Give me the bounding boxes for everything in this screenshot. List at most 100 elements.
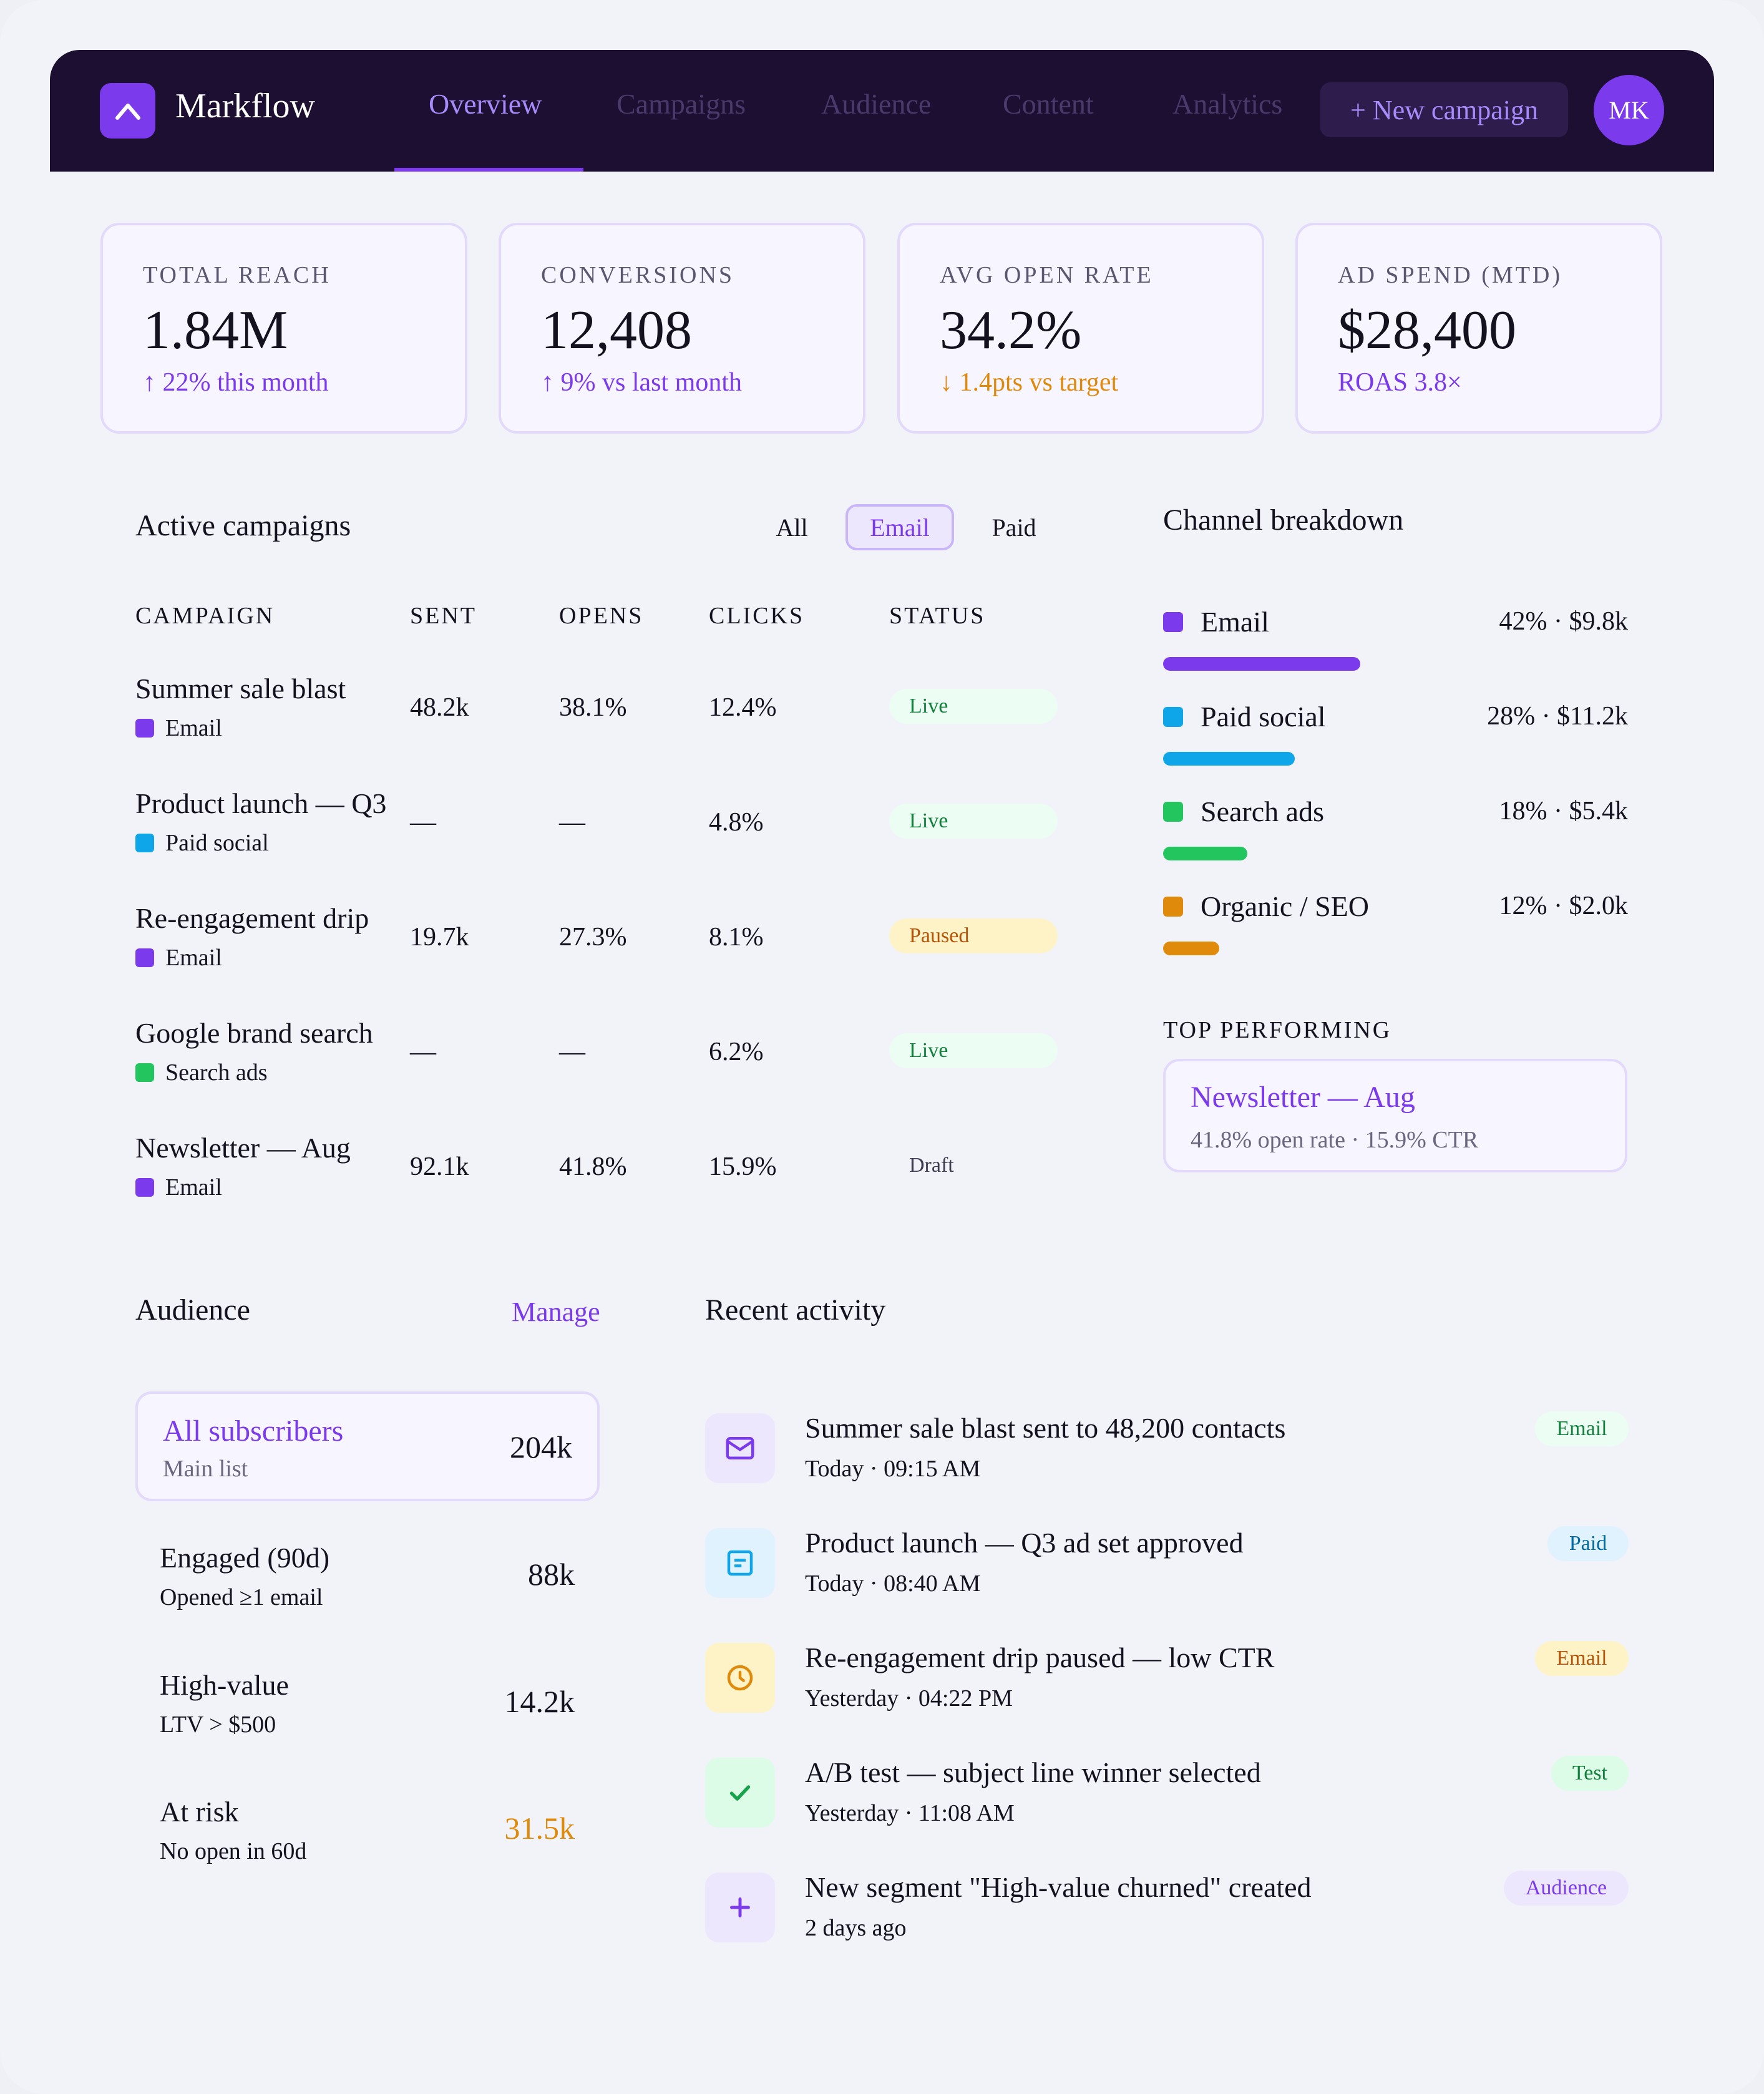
activity-tag: Audience <box>1504 1871 1629 1906</box>
channel-value: 28% · $11.2k <box>1487 702 1628 731</box>
sent-value: 19.7k <box>410 923 469 952</box>
activity-time: Today · 08:40 AM <box>805 1570 981 1597</box>
tab-analytics[interactable]: Analytics <box>1172 88 1283 120</box>
paid-social-dot-icon <box>135 834 154 852</box>
channel-paid-social: Paid social <box>1163 700 1326 733</box>
channel-email: Email <box>1163 605 1269 638</box>
channel-value: 42% · $9.8k <box>1499 607 1628 636</box>
top-performing-detail: 41.8% open rate · 15.9% CTR <box>1191 1127 1479 1153</box>
audience-title: Audience <box>135 1293 250 1327</box>
top-performing-name: Newsletter — Aug <box>1191 1081 1415 1114</box>
col-campaign: CAMPAIGN <box>135 603 275 629</box>
activity-tag: Test <box>1551 1756 1629 1791</box>
activity-title-text: Product launch — Q3 ad set approved <box>805 1527 1244 1559</box>
segment-value: 14.2k <box>504 1684 575 1719</box>
opens-value: 27.3% <box>559 923 627 952</box>
opens-value: — <box>559 1038 585 1066</box>
tab-audience[interactable]: Audience <box>821 88 932 120</box>
campaign-channel: Email <box>135 944 222 972</box>
logo-icon[interactable] <box>100 83 155 139</box>
campaign-name: Product launch — Q3 <box>135 787 387 819</box>
clicks-value: 12.4% <box>709 693 777 722</box>
segment-name: High-value <box>160 1669 289 1701</box>
col-clicks: CLICKS <box>709 603 805 629</box>
kpi-value: 34.2% <box>940 300 1082 361</box>
kpi-value: $28,400 <box>1338 300 1516 361</box>
kpi-label: TOTAL REACH <box>143 262 331 288</box>
activity-title-text: Summer sale blast sent to 48,200 contact… <box>805 1412 1286 1444</box>
mail-icon <box>705 1413 775 1483</box>
activity-title-text: A/B test — subject line winner selected <box>805 1756 1261 1788</box>
channel-value: 18% · $5.4k <box>1499 797 1628 825</box>
activity-tag: Paid <box>1547 1526 1629 1561</box>
campaign-channel: Paid social <box>135 829 269 857</box>
campaigns-title: Active campaigns <box>135 509 351 542</box>
col-opens: OPENS <box>559 603 644 629</box>
email-dot-icon <box>135 948 154 967</box>
activity-tag: Email <box>1535 1411 1629 1446</box>
campaign-name: Google brand search <box>135 1017 373 1049</box>
kpi-delta: ROAS 3.8× <box>1338 368 1462 397</box>
ad-icon <box>705 1528 775 1598</box>
kpi-label: CONVERSIONS <box>541 262 735 288</box>
user-avatar[interactable]: MK <box>1594 75 1664 145</box>
segment-name: At risk <box>160 1796 239 1828</box>
tab-overview[interactable]: Overview <box>429 88 542 120</box>
opens-value: 38.1% <box>559 693 627 722</box>
segment-all-subscribers[interactable]: All subscribers Main list 204k <box>135 1391 600 1501</box>
kpi-delta: ↑ 9% vs last month <box>541 368 742 397</box>
channel-bar-email <box>1163 657 1360 671</box>
campaign-name: Newsletter — Aug <box>135 1132 351 1164</box>
sent-value: — <box>410 808 436 837</box>
segment-sub: No open in 60d <box>160 1838 307 1864</box>
filter-email[interactable]: Email <box>845 504 954 550</box>
tab-content[interactable]: Content <box>1003 88 1094 120</box>
top-nav: Markflow Overview Campaigns Audience Con… <box>50 50 1714 172</box>
channel-bar-organic-seo <box>1163 942 1219 955</box>
channel-bar-paid-social <box>1163 752 1295 766</box>
clock-icon <box>705 1643 775 1713</box>
clicks-value: 4.8% <box>709 808 764 837</box>
activity-tag: Email <box>1535 1641 1629 1676</box>
channel-search-ads: Search ads <box>1163 795 1324 828</box>
campaign-name: Re-engagement drip <box>135 902 369 934</box>
new-campaign-button[interactable]: + New campaign <box>1320 82 1568 137</box>
search-ads-dot-icon <box>135 1063 154 1082</box>
tab-campaigns[interactable]: Campaigns <box>616 88 746 120</box>
top-performing-label: TOP PERFORMING <box>1163 1017 1392 1043</box>
manage-link[interactable]: Manage <box>512 1297 600 1327</box>
clicks-value: 8.1% <box>709 923 764 952</box>
status-badge: Live <box>889 689 1058 724</box>
activity-time: Yesterday · 04:22 PM <box>805 1685 1013 1712</box>
filter-all[interactable]: All <box>776 513 808 542</box>
status-badge: Draft <box>909 1154 954 1177</box>
channel-bar-search-ads <box>1163 847 1247 860</box>
kpi-label: AD SPEND (MTD) <box>1338 262 1562 288</box>
campaign-channel: Email <box>135 714 222 742</box>
email-dot-icon <box>135 1178 154 1197</box>
organic-seo-dot-icon <box>1163 896 1183 917</box>
kpi-card-conversions: CONVERSIONS 12,408 ↑ 9% vs last month <box>499 223 865 434</box>
email-dot-icon <box>135 719 154 738</box>
segment-value: 31.5k <box>504 1811 575 1846</box>
segment-value: 204k <box>510 1429 572 1464</box>
segment-name: Engaged (90d) <box>160 1542 330 1574</box>
segment-value: 88k <box>528 1557 575 1592</box>
campaign-channel: Search ads <box>135 1059 268 1086</box>
kpi-value: 12,408 <box>541 300 692 361</box>
channel-breakdown-title: Channel breakdown <box>1163 504 1404 537</box>
col-status: STATUS <box>889 603 986 629</box>
email-dot-icon <box>1163 611 1183 632</box>
kpi-value: 1.84M <box>143 300 288 361</box>
campaign-name: Summer sale blast <box>135 673 346 704</box>
opens-value: — <box>559 808 585 837</box>
paid-social-dot-icon <box>1163 706 1183 727</box>
status-badge: Live <box>889 804 1058 839</box>
segment-sub: LTV > $500 <box>160 1712 276 1738</box>
filter-paid[interactable]: Paid <box>992 513 1036 542</box>
top-performing-card[interactable]: Newsletter — Aug 41.8% open rate · 15.9%… <box>1163 1059 1627 1172</box>
channel-value: 12% · $2.0k <box>1499 892 1628 920</box>
activity-title-text: Re-engagement drip paused — low CTR <box>805 1642 1275 1673</box>
activity-title: Recent activity <box>705 1293 886 1327</box>
